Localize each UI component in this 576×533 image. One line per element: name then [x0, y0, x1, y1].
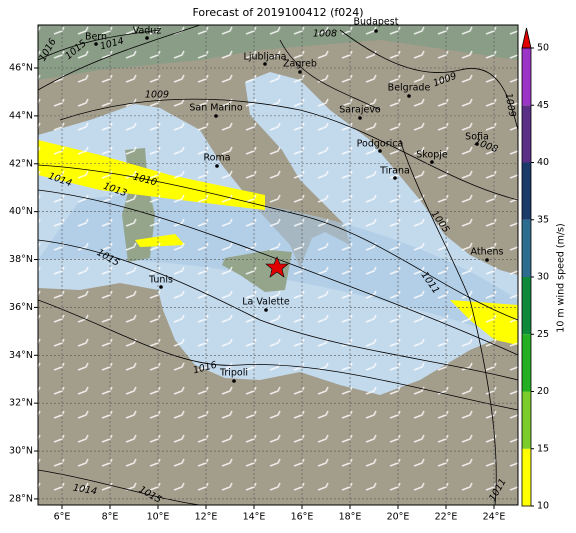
lat-tick-label: 36°N — [9, 302, 33, 313]
colorbar-bin — [522, 277, 531, 335]
lon-tick-label: 24°E — [483, 512, 506, 523]
colorbar-bin — [522, 334, 531, 392]
lon-tick-label: 18°E — [339, 512, 362, 523]
cities: Bern Vaduz Budapest Ljubljana Zagreb Bel… — [85, 17, 504, 383]
colorbar-tick-label: 45 — [537, 100, 549, 111]
city-label: Sofia — [465, 132, 489, 143]
colorbar-tick-label: 25 — [537, 329, 549, 340]
lon-tick-label: 14°E — [243, 512, 266, 523]
lon-tick-label: 10°E — [147, 512, 170, 523]
city-label: Vaduz — [133, 26, 162, 37]
lat-tick-label: 34°N — [9, 350, 33, 361]
colorbar-bin — [522, 105, 531, 163]
colorbar-bin — [522, 391, 531, 449]
colorbar-tick-label: 30 — [537, 272, 549, 283]
colorbar-tick-label: 35 — [537, 214, 549, 225]
colorbar-bin — [522, 219, 531, 277]
isobar-label: 1014 — [72, 482, 98, 497]
colorbar-bin — [522, 448, 531, 506]
lon-tick-label: 8°E — [102, 512, 119, 523]
city-label: San Marino — [189, 103, 242, 114]
city-label: Zagreb — [283, 59, 317, 70]
lat-tick-label: 40°N — [9, 206, 33, 217]
storm-marker — [265, 256, 289, 278]
colorbar-tick-label: 40 — [537, 157, 549, 168]
lat-tick-label: 46°N — [9, 63, 33, 74]
city-label: La Valette — [242, 297, 290, 308]
isobar-label: 1009 — [502, 92, 517, 118]
city-label: Tunis — [148, 275, 173, 286]
lat-tick-label: 30°N — [9, 446, 33, 457]
colorbar-label: 10 m wind speed (m/s) — [556, 223, 567, 332]
colorbar-tick-label: 15 — [537, 443, 549, 454]
title: Forecast of 2019100412 (f024) — [192, 6, 363, 19]
lat-tick-label: 44°N — [9, 110, 33, 121]
city-label: Skopje — [416, 150, 448, 161]
city-label: Tirana — [379, 166, 410, 177]
city-label: Tripoli — [219, 368, 248, 379]
lon-tick-label: 6°E — [54, 512, 71, 523]
lat-tick-label: 28°N — [9, 493, 33, 504]
isobars — [38, 25, 518, 505]
lon-tick-label: 16°E — [291, 512, 314, 523]
lat-tick-label: 32°N — [9, 398, 33, 409]
city-label: Roma — [203, 153, 230, 164]
lon-tick-label: 12°E — [195, 512, 218, 523]
city-label: Bern — [85, 32, 107, 43]
colorbar-tick-label: 50 — [537, 43, 549, 54]
city-label: Belgrade — [388, 83, 431, 94]
isobar-label: 1009 — [145, 90, 169, 101]
colorbar-extend — [521, 27, 532, 49]
city-label: Athens — [471, 247, 504, 258]
lat-tick-label: 42°N — [9, 158, 33, 169]
colorbar-bin — [522, 48, 531, 106]
colorbar-tick-label: 20 — [537, 386, 549, 397]
lon-tick-label: 22°E — [435, 512, 458, 523]
city-label: Ljubljana — [244, 52, 287, 63]
isobar-label: 1008 — [313, 29, 337, 40]
lat-tick-label: 38°N — [9, 254, 33, 265]
colorbar-tick-label: 10 — [537, 501, 549, 512]
city-label: Podgorica — [357, 139, 404, 150]
lon-tick-label: 20°E — [387, 512, 410, 523]
colorbar-bin — [522, 162, 531, 220]
city-label: Sarajevo — [339, 105, 381, 116]
city-label: Budapest — [354, 17, 399, 28]
